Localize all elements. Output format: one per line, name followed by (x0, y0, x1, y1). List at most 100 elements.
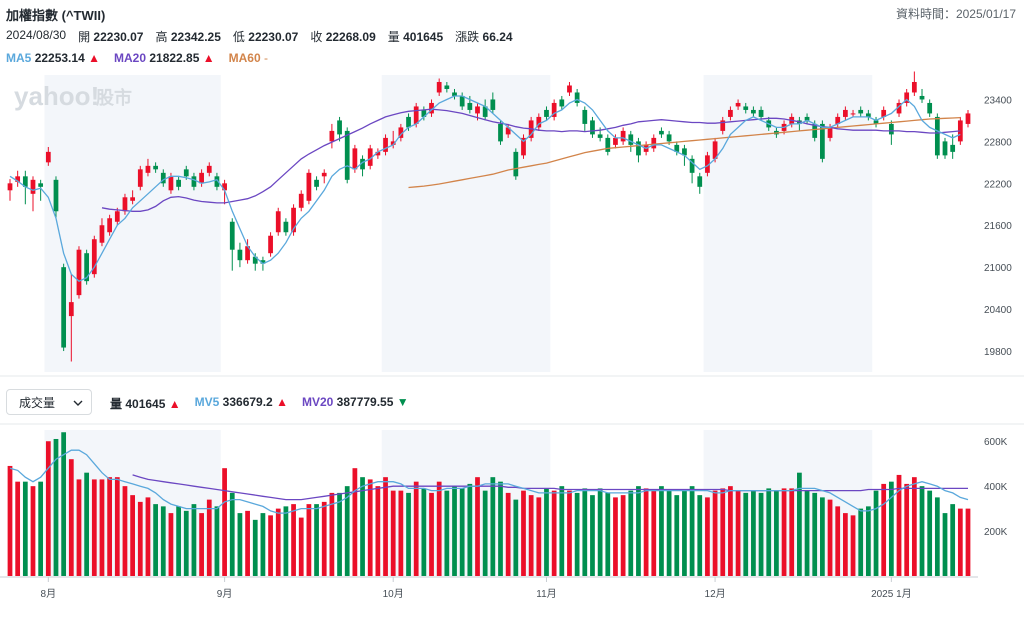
candle-body (413, 106, 419, 124)
candle-body (314, 179, 319, 187)
price-tick-label: 22200 (984, 179, 1012, 190)
quote-volume: 量 401645 (387, 30, 444, 44)
volume-bar (513, 499, 519, 576)
ma5-legend[interactable]: MA5 22253.14 ▲ (6, 51, 100, 65)
volume-axis: 200K 400K 600K (984, 437, 1008, 538)
volume-bar (222, 468, 227, 576)
candle-body (444, 85, 450, 89)
ma60-legend[interactable]: MA60 - (228, 51, 268, 65)
volume-bar (107, 477, 113, 576)
mv20-line (132, 474, 968, 501)
candle-body (68, 302, 74, 317)
candle-body (827, 127, 833, 138)
volume-bar (76, 479, 82, 576)
volume-bar (697, 495, 703, 576)
candle-body (337, 120, 342, 135)
quote-low: 低 22230.07 (232, 30, 299, 44)
candle-body (720, 120, 726, 131)
indicator-select[interactable]: 成交量 (6, 389, 92, 415)
volume-bar (352, 468, 358, 576)
volume-bar (536, 497, 542, 576)
candle-body (735, 102, 741, 107)
volume-bar (735, 490, 741, 576)
volume-bar (559, 486, 565, 576)
volume-bar (252, 519, 258, 576)
volume-bar (927, 490, 933, 576)
month-label: 10月 (383, 588, 404, 600)
candle-body (291, 207, 296, 233)
volume-bar (904, 483, 910, 576)
volume-bar (314, 504, 319, 576)
candle-body (130, 197, 135, 201)
volume-bar (934, 497, 940, 576)
candle-body (360, 158, 365, 170)
candle-body (927, 102, 933, 114)
volume-bar (91, 479, 97, 576)
volume-bar (528, 495, 534, 576)
volume-bar (728, 486, 733, 576)
candle-body (398, 127, 404, 138)
volume-bar (804, 490, 810, 576)
volume-bar (30, 486, 36, 576)
price-tick-label: 21600 (984, 221, 1012, 232)
mv20-legend[interactable]: MV20 387779.55 ▼ (301, 395, 409, 409)
volume-bar (229, 492, 235, 576)
price-tick-label: 23400 (984, 95, 1012, 106)
month-shade (44, 75, 221, 372)
candle-body (206, 165, 212, 173)
candle-body (107, 218, 113, 233)
candle-body (375, 151, 381, 156)
volume-bar (53, 438, 59, 576)
volume-bars (7, 432, 971, 576)
ma20-legend[interactable]: MA20 21822.85 ▲ (113, 51, 215, 65)
volume-bar (574, 492, 580, 576)
candle-body (306, 172, 312, 201)
quote-open: 開 22230.07 (78, 30, 144, 44)
volume-bar (237, 513, 243, 576)
volume-bar (306, 504, 312, 576)
volume-bar (551, 490, 557, 576)
candle-body (99, 225, 105, 243)
candle-body (321, 172, 327, 177)
candle-body (843, 109, 848, 117)
candle-body (620, 130, 626, 142)
volume-bar (168, 513, 174, 576)
volume-bar (183, 510, 189, 576)
quote-date: 2024/08/30 (6, 28, 67, 42)
price-tick-label: 21000 (984, 263, 1012, 274)
volume-bar (114, 477, 120, 576)
volume-bar (521, 490, 526, 576)
volume-bar (475, 477, 480, 576)
candle-body (705, 155, 710, 173)
candle-body (383, 137, 388, 152)
candle-body (911, 81, 917, 93)
volume-bar (482, 490, 488, 576)
candle-body (490, 99, 496, 110)
candle-body (268, 235, 273, 254)
volume-bar (421, 488, 427, 576)
volume-bar (628, 490, 634, 576)
volume-bar (84, 472, 90, 576)
mv5-legend[interactable]: MV5 336679.2 ▲ (194, 395, 288, 409)
candle-body (888, 123, 894, 135)
volume-bar (911, 477, 917, 576)
quote-close: 收 22268.09 (310, 30, 376, 44)
candle-body (873, 120, 879, 124)
volume-bar (597, 488, 603, 576)
volume-bar (942, 513, 948, 576)
volume-bar (858, 508, 864, 576)
candle-body (881, 109, 887, 117)
candle-body (275, 211, 281, 233)
volume-bar (153, 504, 158, 576)
candle-body (697, 176, 703, 187)
month-label: 8月 (41, 588, 57, 600)
candle-body (712, 141, 718, 159)
candle-body (145, 165, 151, 173)
candle-body (934, 116, 940, 156)
volume-bar (490, 477, 496, 576)
price-tick-label: 20400 (984, 305, 1012, 316)
candle-body (7, 183, 13, 191)
candle-body (229, 221, 235, 250)
candle-body (91, 239, 97, 275)
